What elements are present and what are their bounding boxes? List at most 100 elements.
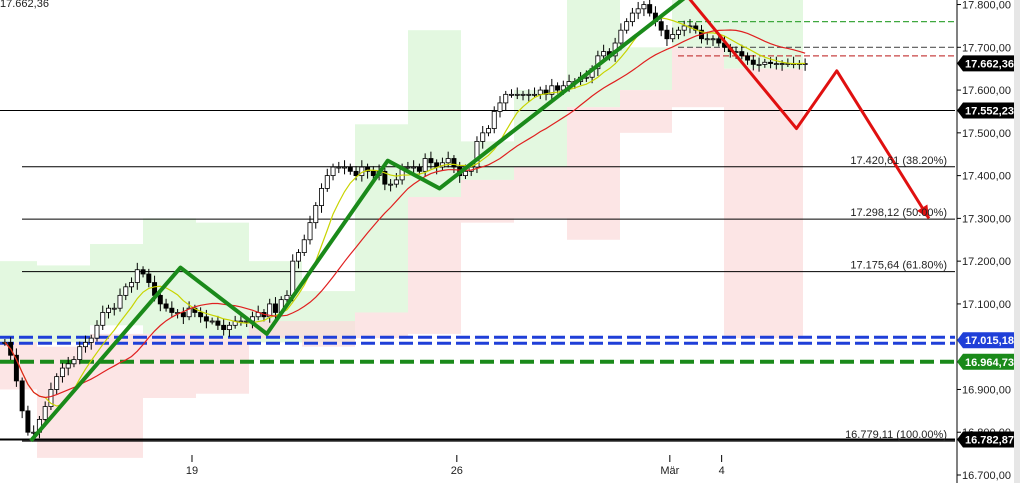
candle-body bbox=[347, 166, 353, 172]
level-tag bbox=[957, 431, 1020, 448]
candle-body bbox=[716, 38, 722, 44]
candle-body bbox=[739, 51, 745, 57]
candle-body bbox=[474, 140, 480, 168]
candle-body bbox=[336, 166, 342, 169]
candle-body bbox=[65, 363, 71, 369]
zone-box bbox=[724, 68, 803, 339]
level-tag-label: 16.964,73 bbox=[965, 357, 1014, 369]
fib-label: 16.779,11 (100.00%) bbox=[845, 429, 947, 441]
candle-body bbox=[768, 61, 774, 64]
candle-body bbox=[462, 170, 468, 177]
candle-body bbox=[94, 324, 100, 339]
zone-box bbox=[620, 90, 672, 133]
candle-body bbox=[215, 320, 221, 326]
zone-box bbox=[514, 90, 567, 168]
candle-body bbox=[146, 273, 152, 283]
level-tag bbox=[957, 353, 1020, 370]
tick-label: 17.300,00 bbox=[962, 213, 1011, 225]
candle-body bbox=[106, 307, 111, 313]
candle-body bbox=[388, 183, 394, 186]
candle-body bbox=[19, 380, 25, 412]
candle-body bbox=[445, 158, 451, 164]
candle-body bbox=[307, 222, 313, 241]
candle-body bbox=[537, 89, 543, 95]
candle-body bbox=[411, 166, 417, 169]
time-label: 4 bbox=[719, 465, 725, 477]
time-label: 19 bbox=[186, 465, 198, 477]
candle-body bbox=[370, 170, 376, 177]
candle-body bbox=[180, 312, 186, 318]
candle-body bbox=[635, 8, 641, 14]
candle-body bbox=[226, 324, 232, 330]
zone-box bbox=[461, 141, 514, 180]
candle-body bbox=[88, 337, 94, 343]
candle-body bbox=[169, 307, 175, 313]
top-left-price: 17.662,36 bbox=[0, 0, 49, 10]
candle-body bbox=[485, 128, 491, 134]
candle-body bbox=[140, 269, 146, 275]
green-wave-line bbox=[29, 0, 686, 443]
candle-body bbox=[13, 354, 19, 382]
candle-body bbox=[503, 93, 509, 104]
fib-label: 17.175,64 (61.80%) bbox=[850, 260, 947, 272]
candle-body bbox=[272, 303, 278, 313]
candle-body bbox=[83, 342, 88, 348]
candle-body bbox=[77, 346, 83, 360]
candle-body bbox=[117, 294, 123, 309]
candle-body bbox=[296, 252, 301, 262]
zone-box bbox=[461, 179, 514, 223]
candle-body bbox=[198, 312, 204, 318]
level-tag-label: 17.662,36 bbox=[965, 58, 1014, 70]
moving-average-line bbox=[4, 17, 806, 407]
candle-body bbox=[624, 21, 630, 31]
candle-body bbox=[134, 269, 140, 283]
candle-body bbox=[670, 34, 676, 40]
candle-body bbox=[48, 389, 54, 407]
price-axis: 17.800,00 17.700,00 17.600,00 17.500,00 17.4… bbox=[956, 0, 1020, 483]
zone-box bbox=[355, 124, 408, 313]
candle-body bbox=[203, 316, 209, 322]
tick-label: 17.600,00 bbox=[962, 85, 1011, 97]
zone-boxes bbox=[0, 0, 803, 458]
candle-body bbox=[284, 294, 290, 301]
candle-body bbox=[601, 51, 607, 57]
candle-body bbox=[514, 93, 520, 96]
zone-box bbox=[37, 265, 90, 343]
level-tag bbox=[957, 55, 1020, 72]
candle-body bbox=[129, 282, 135, 288]
candle-body bbox=[382, 170, 388, 185]
candle-body bbox=[71, 359, 77, 365]
zone-box bbox=[196, 338, 249, 394]
tick-label: 16.900,00 bbox=[962, 384, 1011, 396]
candle-body bbox=[157, 294, 163, 305]
tick-label: 17.700,00 bbox=[962, 42, 1011, 54]
candle-body bbox=[416, 166, 422, 172]
candle-body bbox=[509, 93, 514, 96]
candle-body bbox=[301, 239, 307, 253]
candle-body bbox=[100, 312, 106, 326]
candle-body bbox=[675, 29, 681, 35]
candle-body bbox=[647, 4, 653, 14]
candle-body bbox=[342, 166, 348, 169]
time-axis: 19 26 Mär 4 bbox=[186, 455, 725, 477]
candle-body bbox=[163, 303, 169, 309]
candle-body bbox=[629, 12, 635, 23]
candle-body bbox=[520, 93, 526, 96]
candle-body bbox=[324, 175, 330, 189]
candle-body bbox=[745, 55, 751, 61]
candle-body bbox=[658, 21, 664, 31]
red-projection-line bbox=[688, 0, 931, 220]
candle-body bbox=[532, 93, 538, 96]
candle-body bbox=[555, 85, 561, 91]
tick-label: 17.400,00 bbox=[962, 171, 1011, 183]
candle-body bbox=[549, 85, 555, 95]
candle-body bbox=[641, 4, 647, 10]
candle-body bbox=[111, 307, 117, 310]
candle-body bbox=[319, 188, 325, 206]
level-tag-label: 17.015,18 bbox=[965, 335, 1014, 347]
zone-box bbox=[620, 47, 672, 91]
fib-label: 17.420,61 (38.20%) bbox=[850, 155, 947, 167]
candle-body bbox=[54, 376, 60, 390]
tick-label: 16.700,00 bbox=[962, 470, 1011, 482]
